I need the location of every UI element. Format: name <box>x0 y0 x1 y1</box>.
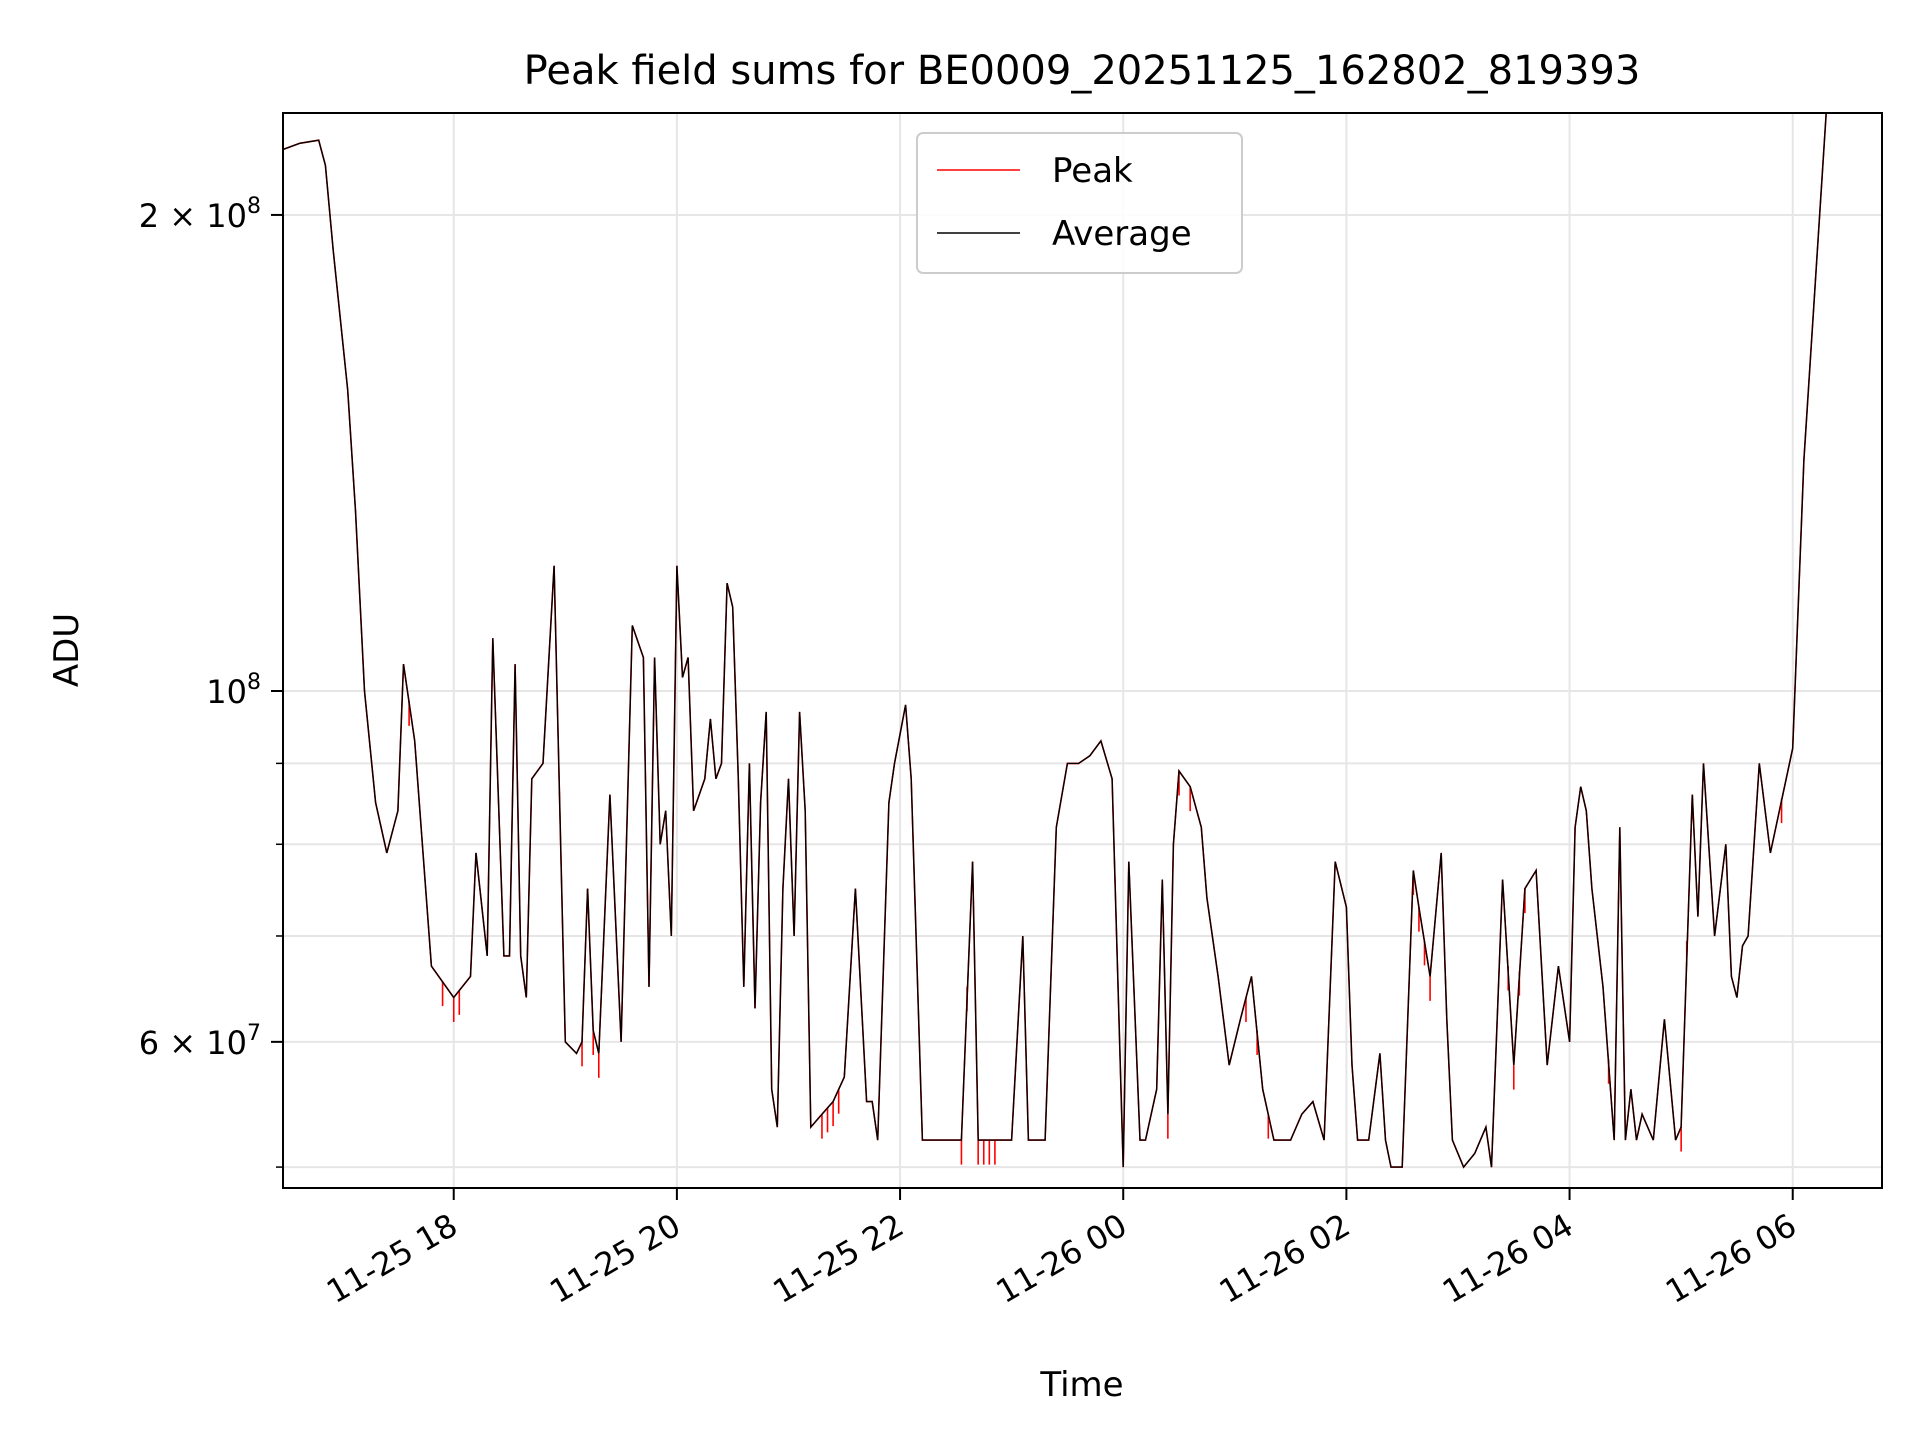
legend-box <box>916 132 1243 274</box>
plot-frame <box>282 112 1883 1189</box>
chart-title: Peak field sums for BE0009_20251125_1628… <box>524 48 1641 94</box>
y-tick-label: 2 × 108 <box>139 194 261 235</box>
series-layer <box>283 113 1827 1169</box>
x-axis-label: Time <box>1039 1365 1123 1405</box>
y-axis: 6 × 107 108 2 × 108 <box>139 194 283 1168</box>
average-line <box>283 113 1827 1169</box>
y-axis-label: ADU <box>47 613 87 687</box>
y-tick-label: 6 × 107 <box>139 1021 261 1062</box>
legend-peak-label: Peak <box>1052 151 1133 191</box>
legend: Peak Average <box>916 132 1243 274</box>
y-tick-label: 108 <box>206 670 261 711</box>
legend-average-label: Average <box>1052 214 1192 254</box>
series-average <box>283 113 1827 1169</box>
